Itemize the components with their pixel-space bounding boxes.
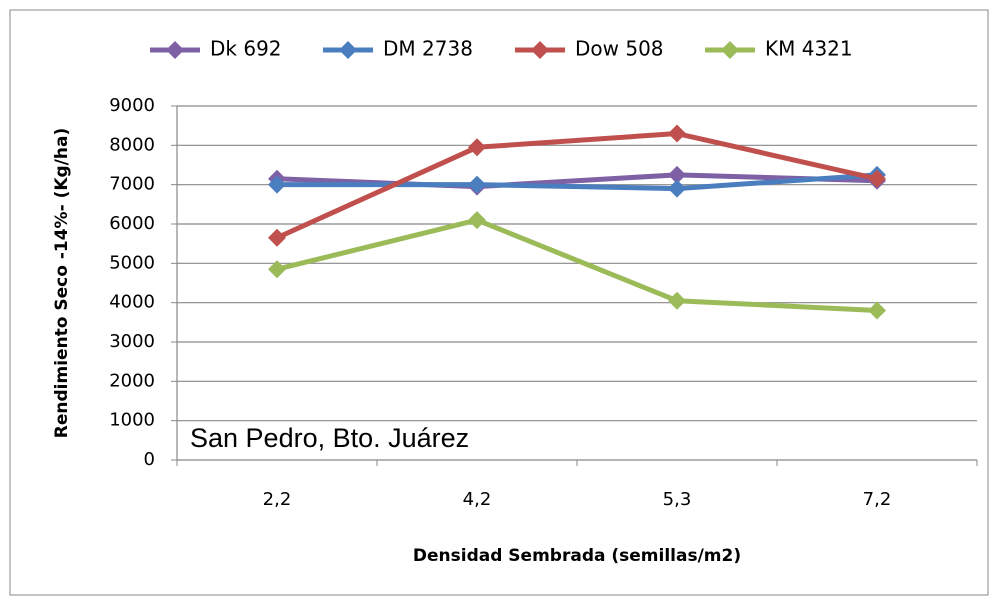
- data-point: [668, 165, 686, 184]
- y-tick-label: 2000: [109, 370, 155, 391]
- x-tick-label: 7,2: [863, 489, 892, 510]
- x-tick-label: 5,3: [663, 489, 692, 510]
- y-tick-label: 4000: [109, 292, 155, 313]
- legend-label: DM 2738: [383, 37, 473, 61]
- data-point: [668, 179, 686, 198]
- legend-label: KM 4321: [765, 37, 853, 61]
- y-tick-label: 8000: [109, 134, 155, 155]
- data-point: [668, 124, 686, 143]
- data-point: [468, 211, 486, 230]
- data-point: [468, 175, 486, 194]
- y-tick-label: 5000: [109, 252, 155, 273]
- data-point: [868, 169, 886, 188]
- data-point: [868, 301, 886, 320]
- y-tick-label: 7000: [109, 174, 155, 195]
- data-point: [668, 291, 686, 310]
- legend-marker: [531, 41, 549, 59]
- y-tick-label: 3000: [109, 331, 155, 352]
- data-point: [268, 260, 286, 279]
- legend-marker: [339, 41, 357, 59]
- y-tick-label: 1000: [109, 410, 155, 431]
- data-point: [468, 138, 486, 157]
- y-tick-label: 9000: [109, 95, 155, 116]
- legend-marker: [166, 41, 184, 59]
- x-axis-title: Densidad Sembrada (semillas/m2): [413, 546, 741, 566]
- data-point: [268, 175, 286, 194]
- x-tick-label: 2,2: [263, 489, 292, 510]
- x-tick-label: 4,2: [463, 489, 492, 510]
- series-line: [277, 172, 878, 192]
- legend-label: Dk 692: [210, 37, 282, 61]
- y-tick-label: 6000: [109, 213, 155, 234]
- annotation: San Pedro, Bto. Juárez: [190, 423, 469, 453]
- series-line: [276, 217, 878, 314]
- data-point: [268, 228, 286, 247]
- legend-label: Dow 508: [575, 37, 664, 61]
- y-axis-title: Rendimiento Seco -14%- (Kg/ha): [52, 128, 72, 438]
- legend-marker: [721, 41, 739, 59]
- series-line: [275, 131, 878, 241]
- y-tick-label: 0: [144, 449, 155, 470]
